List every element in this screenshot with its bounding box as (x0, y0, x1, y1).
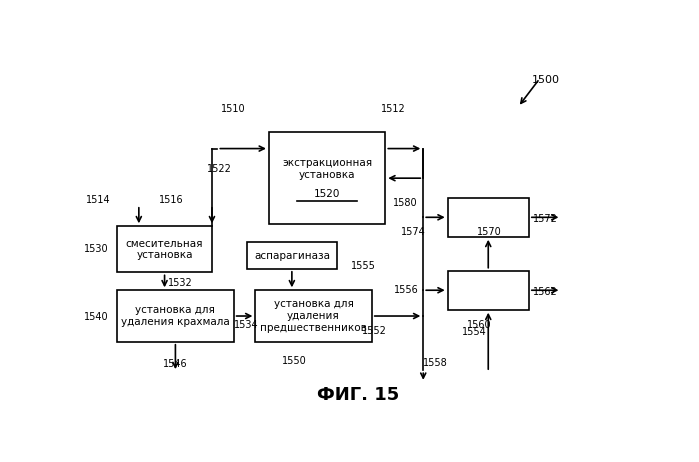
Bar (117, 226, 212, 273)
Bar (247, 242, 337, 269)
Text: аспарагиназа: аспарагиназа (254, 250, 330, 261)
Text: 1540: 1540 (85, 312, 109, 322)
Text: 1550: 1550 (282, 356, 307, 366)
Text: 1562: 1562 (533, 287, 557, 297)
Text: 1522: 1522 (207, 164, 231, 174)
Text: смесительная
установка: смесительная установка (126, 238, 203, 260)
Text: 1520: 1520 (314, 189, 340, 199)
Text: 1560: 1560 (467, 321, 491, 330)
Text: 1558: 1558 (424, 358, 448, 368)
Text: 1574: 1574 (401, 227, 426, 237)
Text: 1534: 1534 (233, 321, 258, 330)
Text: 1516: 1516 (159, 195, 184, 205)
Bar (447, 271, 529, 310)
Bar (255, 290, 372, 342)
Text: 1510: 1510 (222, 104, 246, 114)
Text: экстракционная
установка: экстракционная установка (282, 158, 372, 180)
Text: 1514: 1514 (85, 195, 110, 205)
Text: 1572: 1572 (533, 214, 558, 224)
Bar (117, 290, 233, 342)
Text: 1570: 1570 (477, 227, 502, 237)
Text: 1555: 1555 (351, 261, 376, 271)
Text: 1546: 1546 (163, 359, 188, 369)
Text: 1500: 1500 (532, 75, 560, 85)
Bar (269, 132, 385, 225)
Text: установка для
удаления
предшественников: установка для удаления предшественников (260, 299, 367, 333)
Text: установка для
удаления крахмала: установка для удаления крахмала (121, 305, 230, 327)
Text: 1580: 1580 (394, 198, 418, 208)
Text: 1532: 1532 (168, 278, 192, 288)
Text: 1556: 1556 (394, 285, 419, 295)
Text: 1552: 1552 (362, 326, 387, 336)
Text: 1530: 1530 (85, 244, 109, 254)
Bar (447, 198, 529, 237)
Text: ФИГ. 15: ФИГ. 15 (317, 386, 399, 404)
Text: 1512: 1512 (381, 104, 406, 114)
Text: 1554: 1554 (462, 327, 487, 336)
